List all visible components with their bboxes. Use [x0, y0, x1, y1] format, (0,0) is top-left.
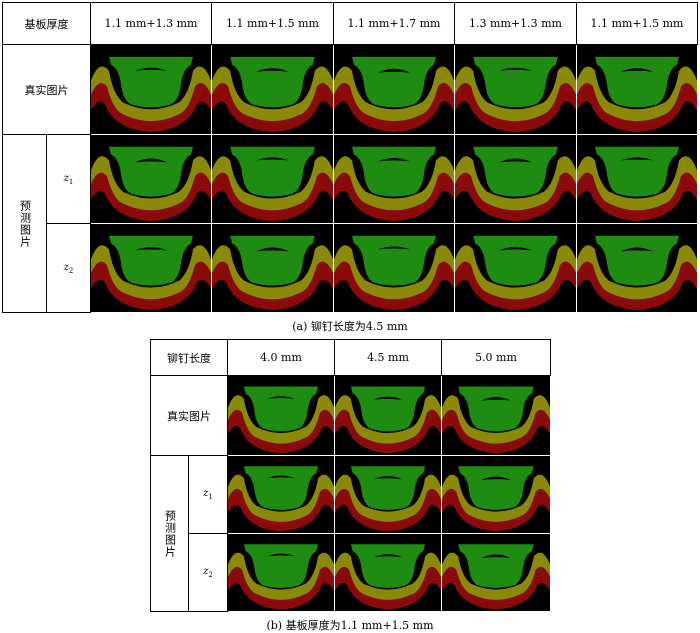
row-label-predicted: 预测图片: [2, 134, 47, 313]
cross-section-a-image: [334, 135, 454, 223]
column-header: 1.1 mm+1.7 mm: [333, 2, 455, 45]
row-label-real: 真实图片: [2, 44, 91, 135]
cross-section-a-image: [577, 224, 697, 312]
column-header: 5.0 mm: [441, 339, 551, 376]
cross-section-b-image: [442, 534, 550, 611]
cross-section-a-image: [91, 135, 211, 223]
column-header: 4.0 mm: [227, 339, 335, 376]
z2-label: z2: [46, 223, 91, 313]
cross-section-a-image: [212, 135, 333, 223]
column-header: 1.1 mm+1.5 mm: [211, 2, 334, 45]
caption-b: (b) 基板厚度为1.1 mm+1.5 mm: [266, 619, 434, 632]
z1-text: z1: [203, 488, 213, 501]
column-header: 1.3 mm+1.3 mm: [454, 2, 577, 45]
cross-section-a-image: [212, 45, 333, 134]
column-header: 1.1 mm+1.5 mm: [576, 2, 698, 45]
cross-section-a-image: [212, 224, 333, 312]
header-label-b: 铆钉长度: [150, 339, 228, 376]
cross-section-a-image: [91, 224, 211, 312]
cross-section-a-image: [577, 45, 697, 134]
cross-section-b-image: [442, 376, 550, 455]
z2-label: z2: [188, 533, 228, 612]
cross-section-b-image: [228, 534, 334, 611]
cross-section-a-image: [577, 135, 697, 223]
row-label-predicted-text: 预测图片: [18, 199, 32, 248]
z2-text: z2: [203, 566, 213, 579]
cross-section-a-image: [455, 45, 576, 134]
cross-section-b-image: [228, 376, 334, 455]
cross-section-b-image: [228, 456, 334, 533]
cross-section-a-image: [91, 45, 211, 134]
z1-label: z1: [188, 455, 228, 534]
cross-section-a-image: [455, 135, 576, 223]
cross-section-a-image: [455, 224, 576, 312]
column-header: 1.1 mm+1.3 mm: [90, 2, 212, 45]
cross-section-b-image: [442, 456, 550, 533]
z1-text: z1: [63, 172, 74, 186]
row-label-predicted: 预测图片: [150, 455, 189, 612]
cross-section-b-image: [335, 376, 441, 455]
cross-section-b-image: [335, 456, 441, 533]
row-label-real: 真实图片: [150, 375, 228, 456]
row-label-predicted-text: 预测图片: [163, 509, 177, 558]
z1-label: z1: [46, 134, 91, 224]
header-label-a: 基板厚度: [2, 2, 91, 45]
z2-text: z2: [63, 261, 74, 275]
cross-section-b-image: [335, 534, 441, 611]
column-header: 4.5 mm: [334, 339, 442, 376]
cross-section-a-image: [334, 45, 454, 134]
cross-section-a-image: [334, 224, 454, 312]
caption-a: (a) 铆钉长度为4.5 mm: [292, 320, 408, 333]
